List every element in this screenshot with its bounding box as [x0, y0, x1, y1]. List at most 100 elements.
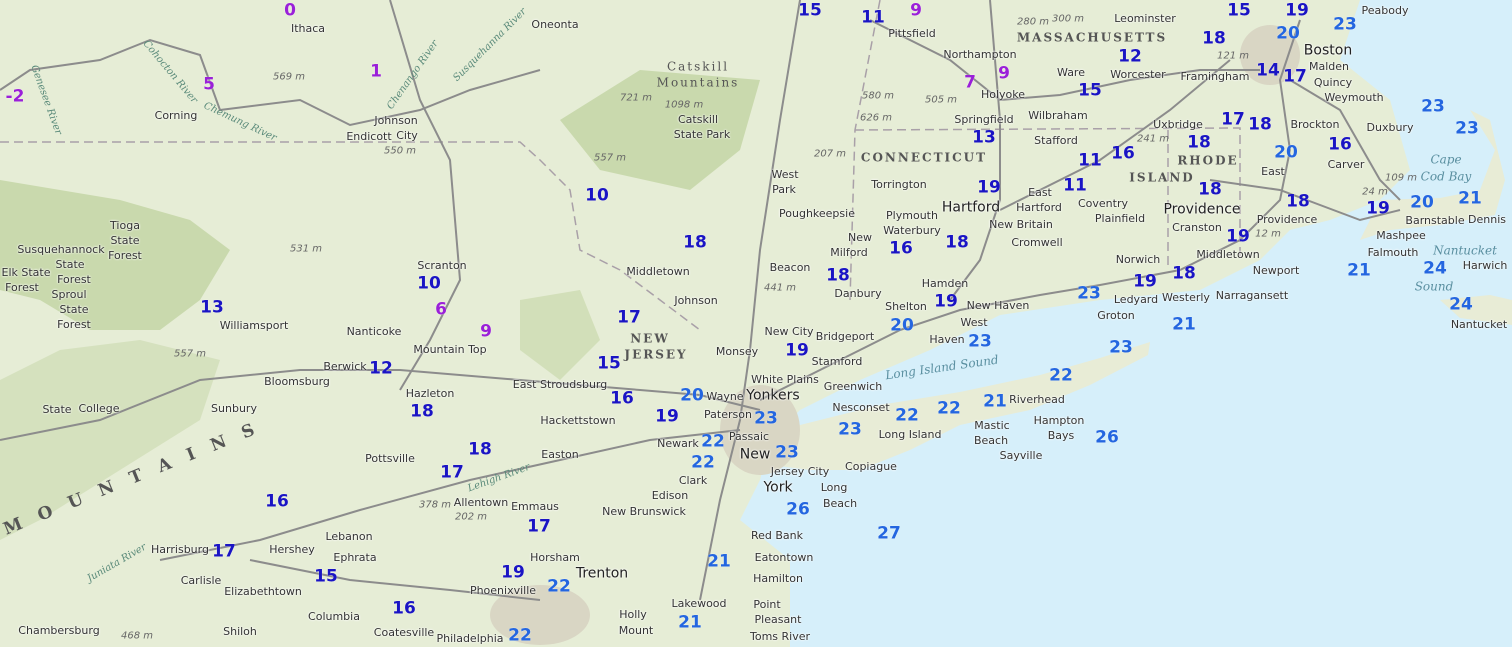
elevation-label: 468 m: [120, 630, 154, 642]
place-label-passaic: Passaic: [728, 429, 770, 443]
place-label-plainfield: Plainfield: [1094, 211, 1146, 225]
place-label-johnson: Johnson: [374, 113, 418, 127]
place-label-trenton: Trenton: [575, 565, 629, 582]
temperature-marker: 5: [203, 74, 215, 95]
place-label-middletown: Middletown: [626, 264, 690, 278]
temperature-marker: 1: [370, 61, 382, 82]
temperature-marker: 9: [480, 321, 492, 342]
place-label-east: East: [1028, 185, 1052, 199]
place-label-allentown: Allentown: [453, 495, 509, 509]
region-label: RHODE: [1177, 153, 1239, 168]
place-label-williamsport: Williamsport: [219, 318, 289, 332]
place-label-mastic: Mastic: [974, 418, 1010, 432]
elevation-label: 505 m: [924, 94, 958, 106]
place-label-brockton: Brockton: [1290, 117, 1340, 131]
place-label-danbury: Danbury: [834, 286, 882, 300]
place-label-lebanon: Lebanon: [325, 529, 373, 543]
place-label-state: State: [110, 233, 140, 247]
elevation-label: 207 m: [813, 148, 847, 160]
place-label-york: York: [763, 479, 793, 496]
temperature-marker: 18: [410, 401, 434, 422]
place-label-susquehannock: Susquehannock: [17, 242, 105, 256]
temperature-marker: 18: [683, 232, 707, 253]
temperature-marker: 12: [1118, 46, 1142, 67]
place-label-leominster: Leominster: [1114, 11, 1176, 25]
temperature-marker: 18: [1202, 28, 1226, 49]
place-label-wayne: Wayne: [706, 389, 744, 403]
place-label-forest: Forest: [57, 317, 91, 331]
place-label-college: College: [78, 401, 120, 415]
place-label-norwich: Norwich: [1115, 252, 1161, 266]
elevation-label: 557 m: [593, 152, 627, 164]
region-label: JERSEY: [624, 347, 688, 362]
water-label: Cape: [1430, 152, 1462, 167]
temperature-marker: 15: [1227, 0, 1251, 21]
temperature-marker: 23: [838, 419, 862, 440]
place-label-nesconset: Nesconset: [832, 400, 890, 414]
place-label-peabody: Peabody: [1361, 3, 1409, 17]
place-label-pleasant: Pleasant: [754, 612, 802, 626]
place-label-sunbury: Sunbury: [211, 401, 257, 415]
cape-cod: [1360, 110, 1505, 240]
place-label-boston: Boston: [1303, 42, 1353, 59]
temperature-marker: 16: [392, 598, 416, 619]
temperature-marker: 12: [369, 358, 393, 379]
temperature-marker: 21: [1458, 188, 1482, 209]
elevation-label: 280 m: [1016, 16, 1050, 28]
place-label-cranston: Cranston: [1172, 220, 1222, 234]
temperature-marker: 11: [1078, 150, 1102, 171]
elevation-label: 441 m: [763, 282, 797, 294]
temperature-marker: 22: [547, 576, 571, 597]
place-label-stamford: Stamford: [811, 354, 863, 368]
place-label-framingham: Framingham: [1180, 69, 1250, 83]
temperature-marker: 17: [212, 541, 236, 562]
temperature-marker: 20: [1276, 23, 1300, 44]
place-label-point: Point: [753, 597, 781, 611]
place-label-catskill: Catskill: [677, 112, 719, 126]
place-label-cromwell: Cromwell: [1011, 235, 1063, 249]
place-label-city: City: [396, 128, 418, 142]
place-label-easton: Easton: [541, 447, 579, 461]
temperature-marker: 19: [1226, 226, 1250, 247]
place-label-groton: Groton: [1097, 308, 1135, 322]
place-label-endicott: Endicott: [346, 129, 392, 143]
temperature-marker: 21: [678, 612, 702, 633]
temperature-marker: 23: [1077, 283, 1101, 304]
place-label-nanticoke: Nanticoke: [346, 324, 402, 338]
temperature-marker: 15: [798, 0, 822, 21]
elevation-label: 202 m: [454, 511, 488, 523]
place-label-east: East: [1261, 164, 1285, 178]
place-label-state-park: State Park: [673, 127, 731, 141]
elevation-label: 12 m: [1255, 228, 1281, 240]
place-label-hackettstown: Hackettstown: [540, 413, 616, 427]
place-label-chambersburg: Chambersburg: [18, 623, 100, 637]
region-label: NEW: [630, 331, 670, 346]
place-label-shelton: Shelton: [885, 299, 927, 313]
urban-areas: [490, 25, 1300, 645]
place-label-park: Park: [772, 182, 796, 196]
place-label-forest: Forest: [5, 280, 39, 294]
temperature-marker: 17: [1221, 109, 1245, 130]
place-label-tioga: Tioga: [110, 218, 140, 232]
place-label-northampton: Northampton: [943, 47, 1017, 61]
temperature-marker: 11: [861, 7, 885, 28]
place-label-hartford: Hartford: [1016, 200, 1062, 214]
place-label-worcester: Worcester: [1110, 67, 1166, 81]
temperature-marker: 24: [1449, 294, 1473, 315]
temperature-marker: 19: [1133, 271, 1157, 292]
place-label-mashpee: Mashpee: [1376, 228, 1426, 242]
temperature-marker: 22: [937, 398, 961, 419]
temperature-marker: 17: [527, 516, 551, 537]
place-label-forest: Forest: [57, 272, 91, 286]
place-label-johnson: Johnson: [674, 293, 718, 307]
place-label-poughkeepsie: Poughkeepsie: [779, 206, 855, 220]
temperature-marker: 20: [890, 315, 914, 336]
place-label-eatontown: Eatontown: [754, 550, 814, 564]
place-label-hazleton: Hazleton: [405, 386, 455, 400]
place-label-bloomsburg: Bloomsburg: [264, 374, 330, 388]
temperature-marker: 18: [826, 265, 850, 286]
long-island: [760, 342, 1150, 470]
place-label-hartford: Hartford: [941, 199, 1001, 216]
temperature-marker: 21: [1347, 260, 1371, 281]
